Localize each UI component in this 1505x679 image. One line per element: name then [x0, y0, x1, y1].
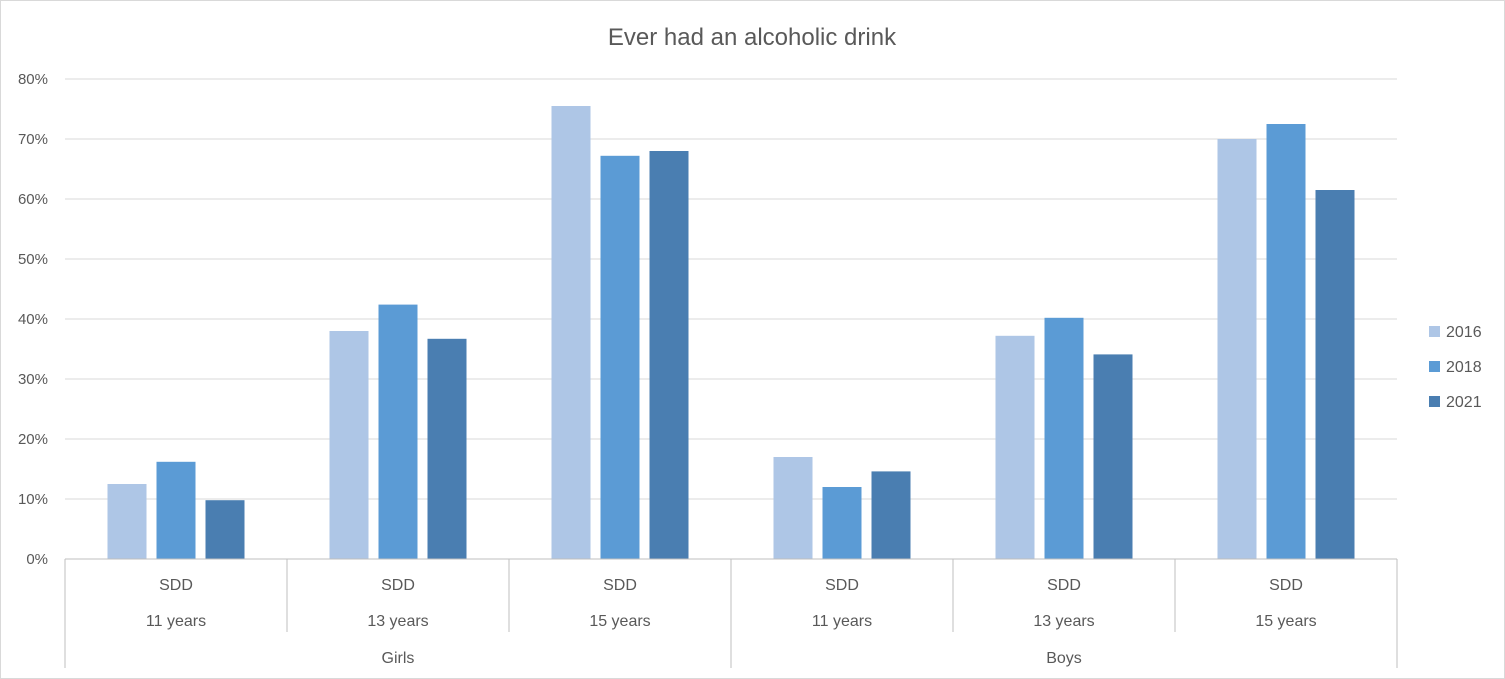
x-tick-label-level1: SDD: [825, 577, 859, 594]
y-axis: 0% 10% 20% 30% 40% 50% 60% 70% 80%: [18, 71, 48, 568]
bar-2021-0: [205, 500, 245, 559]
bar-2018-4: [1044, 317, 1084, 559]
x-tick-label-level1: SDD: [381, 577, 415, 594]
y-tick-label: 50%: [18, 251, 48, 268]
bar-2021-5: [1315, 190, 1355, 559]
x-tick-label-level2: 13 years: [367, 613, 428, 630]
legend: 2016 2018 2021: [1429, 324, 1482, 411]
x-group-label: Boys: [1046, 650, 1082, 667]
x-tick-label-level2: 13 years: [1033, 613, 1094, 630]
bar-2016-4: [995, 335, 1035, 559]
x-group-label: Girls: [382, 650, 415, 667]
y-tick-label: 60%: [18, 191, 48, 208]
legend-swatch-2018: [1429, 361, 1440, 372]
bar-2021-3: [871, 471, 911, 559]
bar-2016-2: [551, 106, 591, 559]
y-tick-label: 0%: [26, 551, 48, 568]
y-tick-label: 10%: [18, 491, 48, 508]
y-tick-label: 40%: [18, 311, 48, 328]
legend-swatch-2016: [1429, 326, 1440, 337]
bar-2021-1: [427, 338, 467, 559]
x-tick-label-level1: SDD: [159, 577, 193, 594]
x-tick-label-level1: SDD: [603, 577, 637, 594]
legend-label-2018: 2018: [1446, 359, 1482, 376]
bar-2018-1: [378, 304, 418, 559]
bar-2016-3: [773, 457, 813, 559]
bar-2021-4: [1093, 354, 1133, 559]
y-tick-label: 70%: [18, 131, 48, 148]
x-tick-label-level1: SDD: [1269, 577, 1303, 594]
y-tick-label: 20%: [18, 431, 48, 448]
bar-2016-5: [1217, 139, 1257, 559]
legend-label-2016: 2016: [1446, 324, 1482, 341]
x-tick-label-level2: 11 years: [812, 613, 872, 630]
x-tick-label-level2: 11 years: [146, 613, 206, 630]
x-tick-label-level2: 15 years: [1255, 613, 1316, 630]
bar-2018-5: [1266, 124, 1306, 559]
bars: [107, 106, 1355, 560]
y-tick-label: 80%: [18, 71, 48, 88]
gridlines: [65, 78, 1397, 560]
bar-2018-2: [600, 155, 640, 560]
chart-title: Ever had an alcoholic drink: [608, 24, 897, 51]
legend-label-2021: 2021: [1446, 394, 1482, 411]
bar-2016-1: [329, 331, 369, 559]
bar-2018-3: [822, 487, 862, 559]
legend-swatch-2021: [1429, 396, 1440, 407]
bar-2018-0: [156, 461, 196, 559]
x-tick-label-level1: SDD: [1047, 577, 1081, 594]
bar-2021-2: [649, 151, 689, 559]
y-tick-label: 30%: [18, 371, 48, 388]
x-tick-label-level2: 15 years: [589, 613, 650, 630]
bar-2016-0: [107, 484, 147, 559]
x-axis: SDD 11 years SDD 13 years SDD 15 years SDD 11 y…: [64, 558, 1398, 668]
